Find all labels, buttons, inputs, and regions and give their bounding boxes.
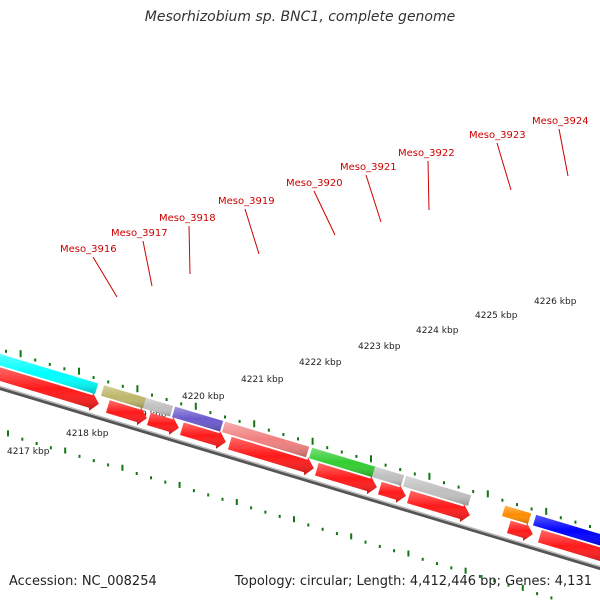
kbp-label: 4217 kbp	[7, 447, 50, 457]
cds-feature-shade	[538, 529, 600, 562]
gene-label: Meso_3924	[532, 116, 589, 127]
gene-label-leader	[142, 240, 153, 287]
gene-label: Meso_3920	[286, 178, 343, 189]
kbp-labels: 4217 kbp 4218 kbp 4219 kbp 4220 kbp 4221 kbp…	[7, 297, 577, 457]
kbp-label: 4220 kbp	[182, 392, 225, 402]
kbp-label: 4222 kbp	[299, 358, 342, 368]
kbp-label: 4223 kbp	[358, 342, 401, 352]
gene-label: Meso_3921	[340, 162, 397, 173]
kbp-label: 4225 kbp	[475, 311, 518, 321]
page-title: Mesorhizobium sp. BNC1, complete genome	[144, 9, 456, 25]
cds-feature-shade	[315, 463, 377, 495]
upper-ticks	[5, 349, 591, 528]
gene-label-leader	[496, 142, 512, 191]
cog-feature-shade	[403, 475, 472, 506]
gene-label-leader	[558, 128, 569, 177]
cds-feature-shade	[147, 412, 179, 435]
cds-feature-shade	[378, 481, 406, 503]
cds-feature-shade	[180, 422, 226, 449]
cds-feature-shade	[228, 436, 314, 476]
cog-feature-shade	[172, 406, 224, 432]
topology-text: Topology: circular; Length: 4,412,446 bp…	[234, 574, 592, 589]
gene-label: Meso_3923	[469, 130, 526, 141]
cds-feature-shade	[106, 400, 147, 426]
cog-feature-shade	[101, 385, 147, 409]
kbp-label: 4219 kbp	[124, 410, 167, 420]
gene-label-leader	[313, 190, 336, 236]
gene-label: Meso_3922	[398, 148, 455, 159]
cog-features	[0, 354, 600, 546]
cds-features	[0, 367, 600, 562]
gene-label-leader	[92, 256, 118, 298]
cog-feature-shade	[502, 505, 532, 524]
gene-label: Meso_3919	[218, 196, 275, 207]
gene-label-leader	[244, 208, 260, 255]
scale-ticks	[7, 430, 553, 600]
genome-backbone-highlight	[0, 385, 600, 568]
kbp-label: 4221 kbp	[241, 375, 284, 385]
accession-text: Accession: NC_008254	[9, 574, 157, 589]
kbp-label: 4226 kbp	[534, 297, 577, 307]
cds-feature-shade	[507, 520, 533, 541]
cog-feature-shade	[533, 514, 600, 546]
kbp-label: 4224 kbp	[416, 326, 459, 336]
genome-backbone	[0, 385, 600, 571]
gene-label: Meso_3916	[60, 244, 117, 255]
cog-feature-shade	[222, 421, 310, 458]
gene-label-leader	[427, 160, 430, 211]
cog-feature-shade	[372, 466, 405, 486]
gene-label-leader	[365, 174, 382, 223]
cds-feature-shade	[407, 490, 470, 522]
cog-feature-shade	[309, 447, 376, 478]
gene-label: Meso_3917	[111, 228, 168, 239]
backbone	[0, 385, 600, 571]
gene-label: Meso_3918	[159, 213, 216, 224]
cog-feature-shade	[0, 354, 99, 394]
gene-label-leader	[188, 225, 191, 275]
cds-feature-shade	[0, 367, 99, 411]
cog-feature-shade	[143, 397, 174, 417]
kbp-label: 4218 kbp	[66, 429, 109, 439]
